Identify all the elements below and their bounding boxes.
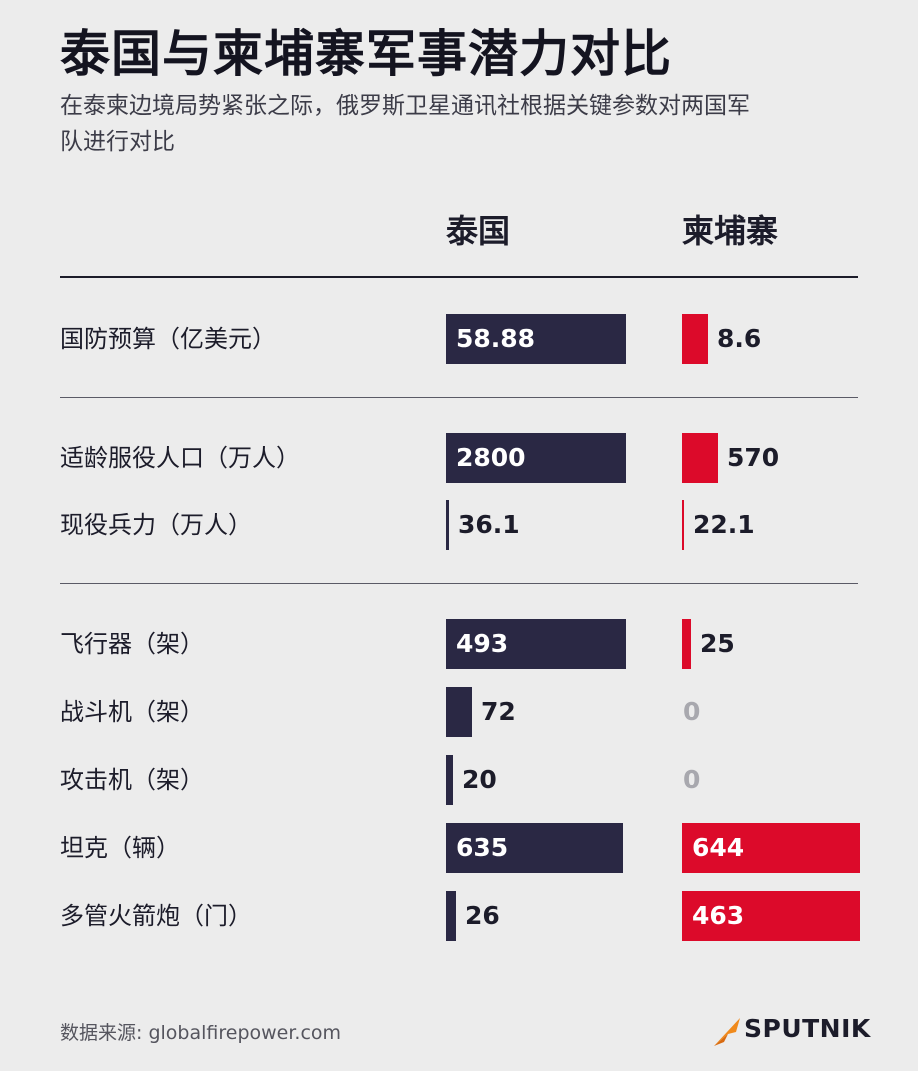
bar-thailand [446, 433, 626, 483]
chart-row: 战斗机（架） 72 0 [0, 687, 918, 737]
sputnik-logo-icon [714, 1018, 740, 1046]
bar-thailand [446, 823, 623, 873]
value-label-thailand: 2800 [456, 443, 526, 472]
value-label-thailand: 26 [465, 901, 500, 930]
bar-cambodia [682, 433, 718, 483]
chart-row: 适龄服役人口（万人） 2800 570 [0, 433, 918, 483]
data-source: 数据来源: globalfirepower.com [60, 1022, 342, 1044]
value-label-cambodia: 0 [683, 765, 701, 794]
category-label: 国防预算（亿美元） [60, 325, 276, 353]
value-label-thailand: 58.88 [456, 324, 536, 353]
bar-cambodia [682, 823, 860, 873]
column-header-thailand: 泰国 [446, 212, 511, 250]
bar-thailand [446, 314, 626, 364]
group-divider [60, 397, 858, 398]
bar-thailand [446, 619, 626, 669]
value-label-thailand: 635 [456, 833, 509, 862]
value-label-thailand: 36.1 [458, 510, 520, 539]
value-label-thailand: 72 [481, 697, 516, 726]
bar-thailand [446, 891, 456, 941]
value-label-cambodia: 463 [692, 901, 745, 930]
column-header-cambodia: 柬埔寨 [682, 212, 779, 250]
category-label: 适龄服役人口（万人） [60, 444, 300, 472]
group-divider [60, 583, 858, 584]
chart-row: 国防预算（亿美元） 58.88 8.6 [0, 314, 918, 364]
value-label-cambodia: 644 [692, 833, 745, 862]
category-label: 现役兵力（万人） [60, 511, 252, 539]
value-label-cambodia: 570 [727, 443, 780, 472]
chart-row: 多管火箭炮（门） 26 463 [0, 891, 918, 941]
chart-row: 飞行器（架） 493 25 [0, 619, 918, 669]
sputnik-logo-text: SPUTNIK [744, 1014, 871, 1043]
value-label-thailand: 493 [456, 629, 509, 658]
bar-cambodia [682, 314, 708, 364]
value-label-cambodia: 22.1 [693, 510, 755, 539]
category-label: 飞行器（架） [60, 630, 204, 658]
chart-row: 攻击机（架） 20 0 [0, 755, 918, 805]
bar-thailand [446, 687, 472, 737]
value-label-cambodia: 0 [683, 697, 701, 726]
category-label: 坦克（辆） [60, 834, 180, 862]
chart-row: 坦克（辆） 635 644 [0, 823, 918, 873]
category-label: 攻击机（架） [60, 766, 204, 794]
page-title: 泰国与柬埔寨军事潜力对比 [60, 25, 672, 83]
page-subtitle: 在泰柬边境局势紧张之际，俄罗斯卫星通讯社根据关键参数对两国军队进行对比 [60, 93, 750, 155]
category-label: 战斗机（架） [60, 698, 204, 726]
bar-thailand [446, 500, 449, 550]
bar-cambodia [682, 619, 691, 669]
category-label: 多管火箭炮（门） [60, 902, 252, 930]
chart-row: 现役兵力（万人） 36.1 22.1 [0, 500, 918, 550]
bar-thailand [446, 755, 453, 805]
bar-cambodia [682, 891, 860, 941]
value-label-cambodia: 8.6 [717, 324, 762, 353]
header-divider [60, 276, 858, 278]
bar-cambodia [682, 500, 684, 550]
value-label-cambodia: 25 [700, 629, 735, 658]
value-label-thailand: 20 [462, 765, 497, 794]
